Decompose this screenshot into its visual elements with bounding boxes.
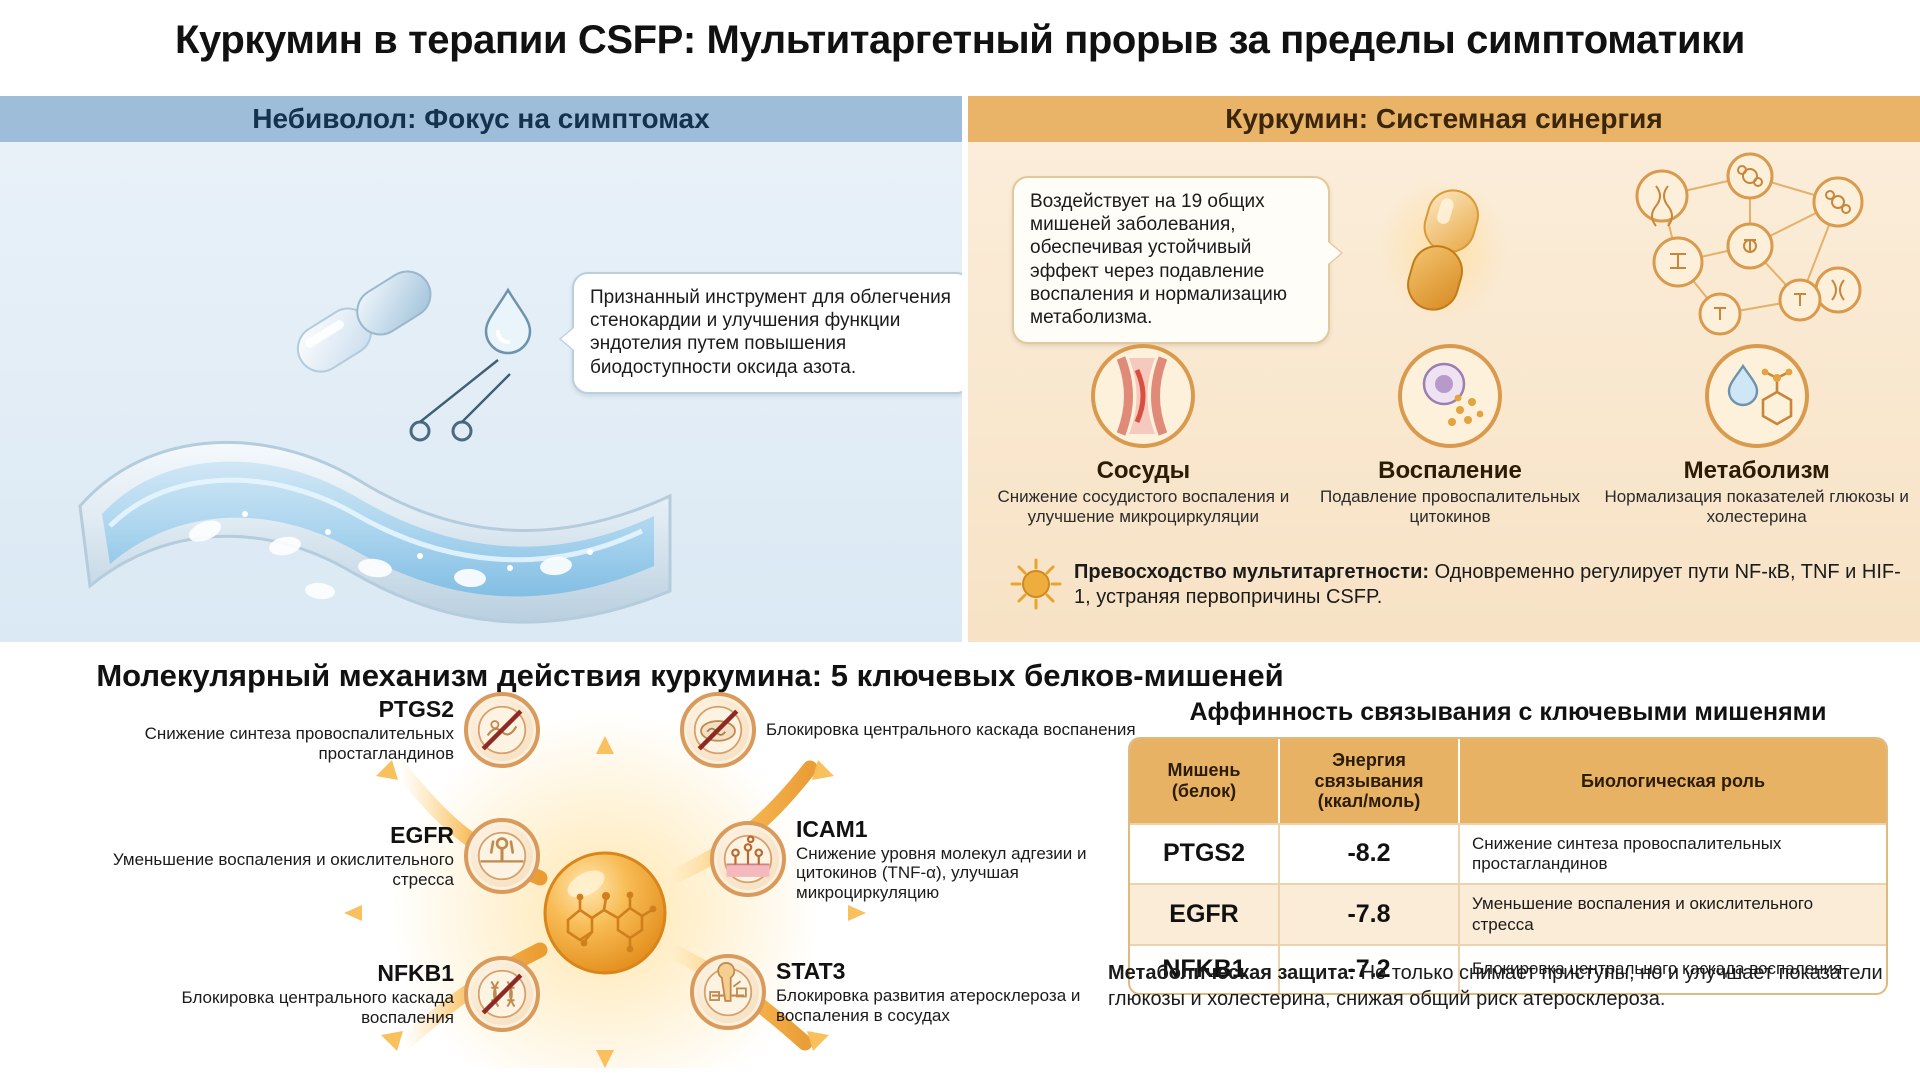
node-icam1-text: ICAM1 Снижение уровня молекул адгезии и …	[796, 816, 1140, 903]
node-stat3-desc: Блокировка развития атеросклероза и восп…	[776, 986, 1081, 1025]
adhesion-molecule-icon	[710, 821, 786, 898]
bottom-footer-rest: Не только снимает приступы, но и улучшае…	[1108, 962, 1883, 1010]
table-row: PTGS2 -8.2 Снижение синтеза провоспалите…	[1130, 822, 1886, 884]
cell-energy: -8.2	[1280, 822, 1460, 884]
capsule-pill-icon	[296, 270, 432, 373]
dna-blocked-icon	[464, 956, 540, 1032]
right-footer-bold: Превосходство мультитаргетности:	[1074, 561, 1430, 583]
curcumin-callout: Воздействует на 19 общих мишеней заболев…	[1012, 176, 1330, 345]
category-metabolism: Метаболизм Нормализация показателей глюк…	[1603, 340, 1910, 530]
node-ptgs2-desc: Снижение синтеза провоспалительных прост…	[144, 724, 454, 763]
cell-blocked-icon	[680, 692, 756, 768]
target-node-ptgs2: PTGS2 Снижение синтеза провоспалительных…	[110, 692, 540, 768]
receptor-icon	[464, 818, 540, 894]
category-vessels-desc: Снижение сосудистого воспаления и улучше…	[997, 487, 1290, 527]
node-egfr-text: EGFR Уменьшение воспаления и окислительн…	[70, 822, 454, 889]
metabolism-circle-icon	[1704, 344, 1809, 448]
cell-role: Снижение синтеза провоспалительных прост…	[1460, 822, 1886, 884]
category-inflammation-title: Воспаление	[1378, 457, 1522, 484]
category-vessels: Сосуды Снижение сосудистого воспаления и…	[990, 340, 1297, 530]
curcumin-molecule-icon	[543, 851, 667, 975]
node-nfkb1-desc: Блокировка центрального каскада воспален…	[181, 988, 454, 1027]
page-title: Куркумин в терапии CSFP: Мультитаргетный…	[175, 18, 1745, 62]
curcumin-category-list: Сосуды Снижение сосудистого воспаления и…	[990, 340, 1910, 530]
category-vessels-title: Сосуды	[1096, 457, 1191, 484]
node-ptgs2-name: PTGS2	[378, 696, 454, 723]
node-egfr-name: EGFR	[390, 822, 454, 849]
panel-nebivolol-header: Небиволол: Фокус на симптомах	[0, 96, 962, 142]
cell-energy: -7.2	[1280, 944, 1460, 994]
bottom-footer-bold: Метаболическая защита:	[1108, 962, 1356, 984]
table-row: EGFR -7.8 Уменьшение воспаления и окисли…	[1130, 883, 1886, 945]
affinity-table-block: Аффинность связывания с ключевыми мишеня…	[1128, 698, 1888, 996]
affinity-table-title: Аффинность связывания с ключевыми мишеня…	[1189, 698, 1827, 726]
target-node-cascade: Блокировка центрального каскада воспанен…	[680, 692, 1140, 768]
table-header-row: Мишень (белок) Энергия связывания (ккал/…	[1130, 739, 1886, 823]
category-inflammation-desc: Подавление провоспалительных цитокинов	[1319, 487, 1581, 527]
category-inflammation: Воспаление Подавление провоспалительных …	[1297, 340, 1604, 530]
cell-role: Уменьшение воспаления и окислительного с…	[1460, 883, 1886, 945]
node-egfr-desc: Уменьшение воспаления и окислительного с…	[112, 850, 454, 889]
mechanism-title: Молекулярный механизм действия куркумина…	[96, 658, 1284, 693]
vessel-circle-icon	[1091, 344, 1196, 448]
node-nfkb1-name: NFKB1	[377, 960, 454, 987]
nitric-oxide-drop-icon	[484, 287, 532, 355]
cell-target: NFKB1	[1130, 944, 1280, 994]
target-node-nfkb1: NFKB1 Блокировка центрального каскада во…	[110, 956, 540, 1032]
affinity-table: Мишень (белок) Энергия связывания (ккал/…	[1128, 737, 1888, 996]
sun-icon	[1010, 558, 1062, 610]
node-ptgs2-text: PTGS2 Снижение синтеза провоспалительных…	[110, 696, 454, 763]
target-node-icam1: ICAM1 Снижение уровня молекул адгезии и …	[710, 816, 1140, 903]
cell-energy: -7.8	[1280, 883, 1460, 945]
metabolic-protection-note: Метаболическая защита: Не только снимает…	[1108, 960, 1908, 1012]
panel-nebivolol: Небиволол: Фокус на симптомах	[0, 96, 962, 642]
right-panel-footer: Превосходство мультитаргетности: Одновре…	[1008, 558, 1908, 612]
node-stat3-text: STAT3 Блокировка развития атеросклероза …	[776, 958, 1130, 1025]
cell-role: Блокировка центрального каскада воспален…	[1460, 944, 1886, 993]
nebivolol-callout: Признанный инструмент для облегчения сте…	[572, 272, 962, 394]
right-footer-rest: Одновременно регулирует пути NF-кB, TNF …	[1074, 561, 1901, 608]
target-node-stat3: STAT3 Блокировка развития атеросклероза …	[690, 954, 1130, 1030]
th-energy: Энергия связывания (ккал/моль)	[1280, 739, 1460, 823]
stat3-protein-icon	[690, 954, 766, 1030]
th-target: Мишень (белок)	[1130, 739, 1280, 823]
node-icam1-name: ICAM1	[796, 816, 868, 842]
target-node-egfr: EGFR Уменьшение воспаления и окислительн…	[70, 818, 540, 894]
category-metabolism-title: Метаболизм	[1683, 457, 1830, 484]
node-cascade-text: Блокировка центрального каскада воспанен…	[766, 720, 1136, 740]
cell-target: PTGS2	[1130, 822, 1280, 884]
node-cascade-desc: Блокировка центрального каскада воспанен…	[766, 720, 1136, 740]
prostaglandin-blocked-icon	[464, 692, 540, 768]
mechanism-section: Молекулярный механизм действия куркумина…	[0, 650, 1920, 1080]
immune-cell-circle-icon	[1398, 344, 1502, 448]
target-hub-diagram: PTGS2 Снижение синтеза провоспалительных…	[70, 692, 1136, 1068]
table-row: NFKB1 -7.2 Блокировка центрального каска…	[1130, 944, 1886, 994]
panel-curcumin-header: Куркумин: Системная синергия	[968, 96, 1920, 142]
curcumin-capsule-icon	[1379, 178, 1507, 322]
category-metabolism-desc: Нормализация показателей глюкозы и холес…	[1604, 487, 1909, 527]
blood-vessel-illustration	[78, 441, 672, 624]
cell-target: EGFR	[1130, 883, 1280, 945]
node-nfkb1-text: NFKB1 Блокировка центрального каскада во…	[110, 960, 454, 1027]
node-icam1-desc: Снижение уровня молекул адгезии и цитоки…	[796, 843, 1087, 903]
target-network-icon	[1635, 152, 1864, 336]
th-role: Биологическая роль	[1460, 739, 1886, 823]
node-stat3-name: STAT3	[776, 958, 846, 985]
